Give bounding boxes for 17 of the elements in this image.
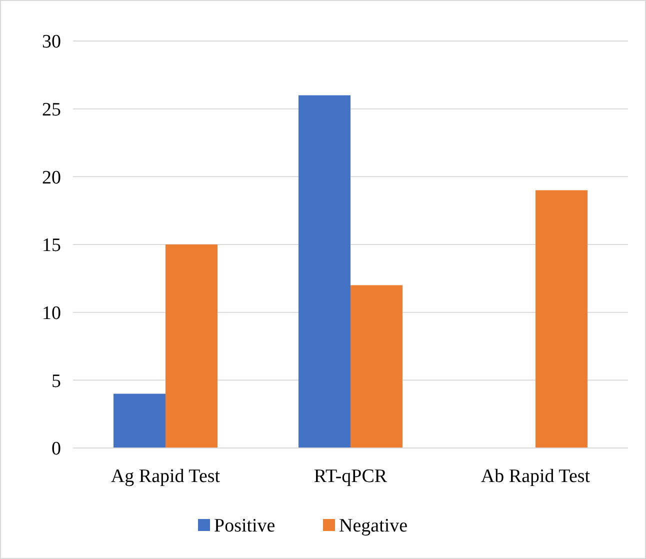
bar	[166, 244, 218, 448]
y-tick-label: 30	[42, 32, 61, 53]
bar	[536, 190, 588, 448]
bar	[298, 95, 350, 448]
y-tick-label: 20	[42, 167, 61, 188]
legend-label: Negative	[339, 516, 408, 537]
y-tick-label: 5	[52, 370, 61, 392]
bar	[114, 394, 166, 448]
y-tick-label: 25	[42, 99, 61, 120]
y-tick-label: 15	[42, 235, 61, 256]
x-tick-label: RT-qPCR	[314, 466, 388, 487]
x-tick-label: Ab Rapid Test	[480, 466, 591, 487]
x-tick-label: Ag Rapid Test	[110, 466, 221, 487]
legend-label: Positive	[214, 516, 276, 537]
bar	[350, 285, 402, 448]
y-tick-label: 0	[52, 438, 61, 460]
y-tick-label: 10	[42, 302, 61, 324]
